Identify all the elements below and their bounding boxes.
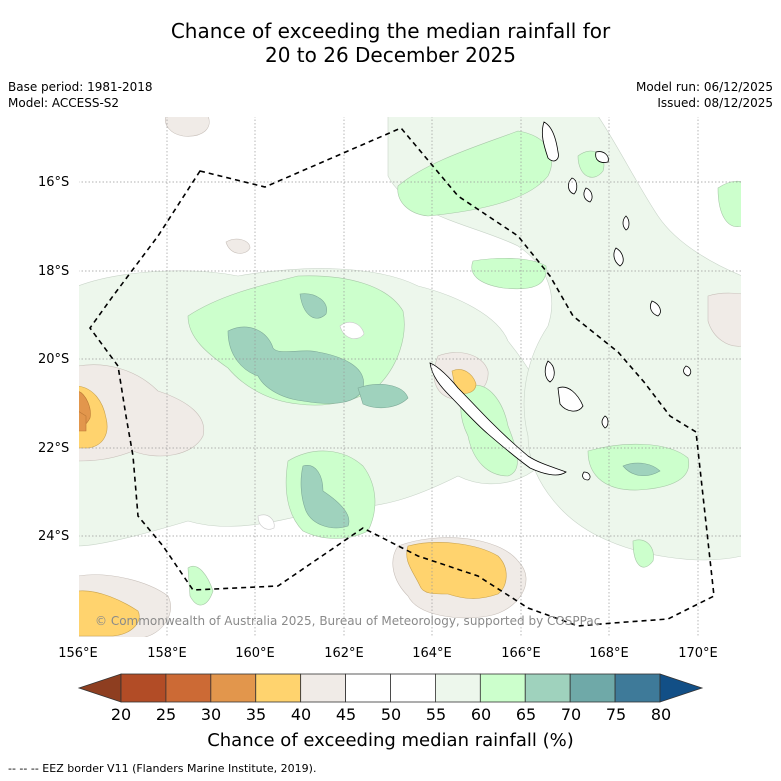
lon-label-160e: 160°E (235, 646, 275, 661)
map-frame (78, 116, 742, 638)
band-65-70 (227, 293, 661, 529)
colorbar-over-arrow (659, 673, 704, 703)
rainfall-map[interactable] (78, 116, 742, 638)
colorbar-tick-45: 45 (335, 705, 357, 724)
colorbar (77, 673, 704, 703)
colorbar-bin (210, 673, 257, 703)
colorbar-tick-20: 20 (110, 705, 132, 724)
colorbar-bin (120, 673, 167, 703)
eez-border (89, 127, 715, 627)
colorbar-bin (255, 673, 302, 703)
lat-label-20s: 20°S (38, 352, 70, 367)
white-holes (257, 322, 365, 530)
colorbar-tick-70: 70 (560, 705, 582, 724)
meta-right: Model run: 06/12/2025 Issued: 08/12/2025 (636, 79, 773, 111)
colorbar-title: Chance of exceeding median rainfall (%) (207, 730, 574, 751)
band-35-40 (78, 369, 507, 637)
copyright-notice: © Commonwealth of Australia 2025, Bureau… (95, 614, 601, 628)
colorbar-bin (479, 673, 526, 703)
colorbar-bin (300, 673, 346, 703)
issued-date: Issued: 08/12/2025 (657, 96, 773, 110)
land-new-caledonia (429, 360, 584, 476)
colorbar-tick-55: 55 (425, 705, 447, 724)
lon-label-156e: 156°E (58, 646, 98, 661)
land-vanuatu (541, 121, 692, 481)
colorbar-tick-25: 25 (155, 705, 177, 724)
colorbar-tick-40: 40 (290, 705, 312, 724)
colorbar-bin (390, 673, 436, 703)
graticule (78, 116, 742, 638)
lat-label-18s: 18°S (38, 264, 70, 279)
colorbar-tick-35: 35 (245, 705, 267, 724)
lon-label-158e: 158°E (147, 646, 187, 661)
colorbar-bin (614, 673, 661, 703)
colorbar-bin (569, 673, 616, 703)
eez-footnote: -- -- -- EEZ border V11 (Flanders Marine… (8, 762, 317, 775)
colorbar-tick-75: 75 (605, 705, 627, 724)
band-30-35 (78, 390, 91, 432)
colorbar-tick-60: 60 (470, 705, 492, 724)
base-period: Base period: 1981-2018 (8, 80, 153, 94)
colorbar-bins (120, 673, 661, 703)
colorbar-bin (435, 673, 481, 703)
colorbar-tick-50: 50 (380, 705, 402, 724)
colorbar-bin (165, 673, 212, 703)
colorbar-under-arrow (77, 673, 122, 703)
lat-label-24s: 24°S (38, 529, 70, 544)
model-name: Model: ACCESS-S2 (8, 96, 120, 110)
colorbar-tick-65: 65 (515, 705, 537, 724)
colorbar-tick-80: 80 (650, 705, 672, 724)
lon-label-162e: 162°E (324, 646, 364, 661)
lat-label-16s: 16°S (38, 175, 70, 190)
title-line-2: 20 to 26 December 2025 (264, 43, 516, 67)
meta-left: Base period: 1981-2018 Model: ACCESS-S2 (8, 79, 153, 111)
colorbar-bin (345, 673, 391, 703)
colorbar-bin (524, 673, 571, 703)
model-run: Model run: 06/12/2025 (635, 80, 773, 94)
lon-label-168e: 168°E (589, 646, 629, 661)
lat-label-22s: 22°S (38, 441, 70, 456)
title-line-1: Chance of exceeding the median rainfall … (170, 19, 611, 43)
lon-label-164e: 164°E (412, 646, 452, 661)
colorbar-tick-30: 30 (200, 705, 222, 724)
lon-label-170e: 170°E (678, 646, 718, 661)
lon-label-166e: 166°E (501, 646, 541, 661)
